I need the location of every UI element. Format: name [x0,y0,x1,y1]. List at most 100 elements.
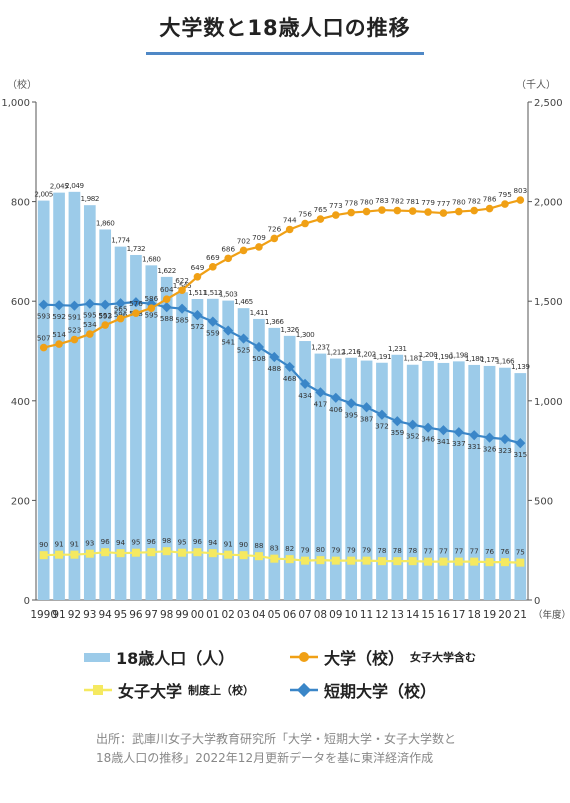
population-bar [237,308,250,600]
x-tick-label: 13 [391,609,404,621]
university-marker [239,246,248,255]
junior-college-marker [469,430,480,441]
junior-college-marker [453,427,464,438]
junior-college-marker [53,300,65,311]
womens-marker [116,549,125,558]
population-bar [83,205,96,600]
x-tick-label: 98 [160,609,173,621]
womens-value-label: 80 [316,545,326,554]
womens-marker [147,548,156,557]
university-value-label: 756 [298,210,312,219]
university-marker [178,286,186,295]
population-bar-label: 1,216 [342,347,361,356]
junior-college-marker [422,422,434,433]
legend-item-population: 18歳人口（人） [84,645,234,669]
university-value-label: 702 [237,236,251,245]
population-bar [329,358,342,600]
y-left-tick-label: 600 [11,297,30,308]
legend-label-population: 18歳人口（人） [116,649,235,668]
womens-marker [285,555,294,564]
university-value-label: 795 [498,190,512,199]
population-bar [360,360,373,600]
university-marker [147,304,156,312]
junior-college-value-label: 352 [406,432,420,441]
population-bar [68,191,81,600]
junior-college-value-label: 331 [467,442,481,451]
junior-college-marker [484,432,495,443]
womens-value-label: 96 [147,537,157,546]
womens-value-label: 76 [485,547,495,556]
junior-college-marker [253,341,265,353]
x-tick-label: 20 [498,609,511,621]
population-bar-label: 1,411 [250,308,269,317]
population-bar [99,229,112,600]
junior-college-marker [438,425,449,436]
legend-item-junior: 短期大学（校） [290,678,436,702]
university-marker [270,234,279,243]
junior-college-marker [176,303,188,314]
university-marker [347,208,355,217]
population-bar-label: 1,326 [280,325,299,334]
womens-marker [131,548,140,557]
womens-marker [485,558,494,567]
x-tick-label: 04 [252,609,266,621]
junior-college-marker [269,351,280,363]
x-tick-label: 09 [329,609,342,621]
population-bar-label: 1,512 [204,288,223,297]
university-value-label: 786 [483,195,497,204]
population-bar [299,341,311,600]
junior-college-value-label: 595 [83,311,97,320]
womens-value-label: 90 [239,540,249,549]
x-tick-label: 21 [514,609,527,621]
university-value-label: 803 [513,186,527,195]
population-bar-label: 1,191 [373,352,392,361]
university-marker [55,340,63,348]
junior-college-marker [315,387,326,398]
womens-marker [500,558,509,567]
legend: 18歳人口（人） 大学（校） 女子大学含む 女子大学 制度上（校） 短期大学（校… [0,642,570,712]
university-value-label: 709 [252,233,266,242]
womens-value-label: 82 [285,544,294,553]
junior-college-value-label: 315 [513,450,527,459]
junior-college-value-label: 592 [52,312,66,321]
university-marker [86,330,94,338]
population-bar-label: 2,045 [50,182,69,191]
junior-college-value-label: 588 [160,314,174,323]
population-bar [191,299,204,600]
womens-value-label: 77 [423,547,432,556]
university-value-label: 534 [83,320,97,329]
x-tick-label: 16 [437,609,451,621]
junior-college-marker [223,325,234,336]
title-underline [146,52,424,55]
chart-area: （校） （千人）02004006008001,00005001,0001,5002… [1,78,570,621]
womens-value-label: 79 [331,546,341,555]
university-marker [224,254,232,263]
university-marker [485,204,494,213]
x-tick-label: 12 [375,609,388,621]
university-value-label: 669 [206,253,220,262]
population-bar-label: 1,503 [219,290,238,299]
population-bar [145,265,158,600]
junior-college-marker [130,297,142,308]
womens-marker [439,557,448,566]
womens-marker [70,550,79,559]
population-bar [283,335,296,600]
womens-marker [316,556,325,565]
university-marker [378,206,386,214]
population-bar-label: 1,202 [357,350,376,359]
womens-value-label: 79 [362,546,372,555]
population-bar [53,192,65,601]
population-bar-label: 1,860 [96,218,115,227]
womens-marker [178,548,187,557]
population-bar [483,365,496,600]
womens-value-label: 78 [377,546,387,555]
x-tick-label: 07 [298,609,311,621]
junior-college-marker [161,302,172,313]
population-bar [422,360,434,600]
womens-value-label: 77 [470,547,479,556]
university-marker [70,335,79,344]
junior-college-value-label: 595 [144,311,158,320]
junior-college-marker [238,333,249,344]
population-bar-label: 1,212 [327,348,346,357]
junior-college-value-label: 572 [191,322,205,331]
